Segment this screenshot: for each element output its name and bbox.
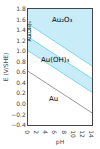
svg-text:2: 2: [33, 130, 40, 134]
svg-text:Au(OH)₃: Au(OH)₃: [41, 56, 69, 64]
svg-text:0.4: 0.4: [16, 79, 26, 86]
svg-text:Au: Au: [49, 95, 58, 103]
svg-text:0.8: 0.8: [16, 58, 26, 65]
svg-text:0.0: 0.0: [16, 100, 26, 107]
svg-text:0.6: 0.6: [16, 68, 26, 75]
svg-text:8: 8: [61, 130, 68, 134]
svg-text:12: 12: [79, 130, 86, 138]
svg-text:10: 10: [70, 130, 77, 138]
svg-text:−0.4: −0.4: [11, 121, 26, 128]
svg-text:1.2: 1.2: [16, 37, 26, 44]
svg-text:Au₂O₃: Au₂O₃: [52, 16, 73, 24]
svg-text:1.4: 1.4: [16, 26, 26, 33]
svg-text:Au(OH)₃: Au(OH)₃: [26, 21, 32, 41]
svg-text:0: 0: [24, 130, 31, 134]
svg-text:E (V/SHE): E (V/SHE): [2, 53, 9, 82]
svg-text:1.8: 1.8: [16, 5, 26, 12]
svg-text:1.6: 1.6: [16, 16, 26, 23]
svg-text:pH: pH: [56, 138, 64, 146]
svg-text:1.0: 1.0: [16, 47, 26, 54]
svg-text:0.2: 0.2: [16, 89, 26, 96]
svg-text:4: 4: [42, 130, 49, 134]
svg-text:6: 6: [51, 130, 58, 134]
svg-text:14: 14: [88, 130, 95, 138]
svg-text:−0.2: −0.2: [11, 111, 26, 118]
